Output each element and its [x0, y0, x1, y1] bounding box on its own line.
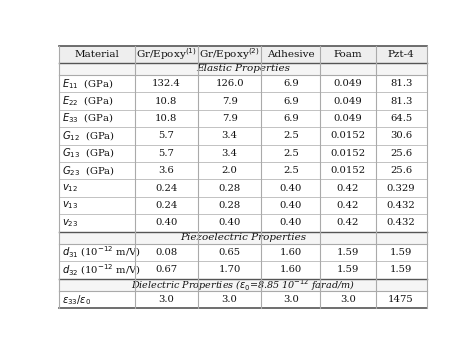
Text: $d_{32}$ (10$^{-12}$ m/V): $d_{32}$ (10$^{-12}$ m/V) [62, 262, 141, 278]
Text: 3.0: 3.0 [222, 295, 237, 304]
Text: 1.59: 1.59 [337, 248, 359, 257]
Text: 81.3: 81.3 [390, 97, 412, 106]
Text: Pzt-4: Pzt-4 [388, 50, 414, 59]
Text: 30.6: 30.6 [390, 131, 412, 140]
Bar [59, 279, 427, 291]
Text: 126.0: 126.0 [215, 79, 244, 88]
Bar [59, 244, 427, 261]
Bar [59, 92, 427, 110]
Text: $v_{12}$: $v_{12}$ [62, 182, 78, 194]
Text: 1.59: 1.59 [337, 265, 359, 274]
Text: 1.70: 1.70 [219, 265, 241, 274]
Text: $d_{31}$ (10$^{-12}$ m/V): $d_{31}$ (10$^{-12}$ m/V) [62, 245, 141, 260]
Bar [59, 261, 427, 279]
Text: 6.9: 6.9 [283, 97, 299, 106]
Text: 3.6: 3.6 [158, 166, 174, 175]
Text: 0.049: 0.049 [334, 79, 363, 88]
Text: 0.08: 0.08 [155, 248, 178, 257]
Text: 7.9: 7.9 [222, 97, 237, 106]
Text: 1475: 1475 [388, 295, 414, 304]
Text: 0.24: 0.24 [155, 201, 178, 210]
Bar [59, 145, 427, 162]
Text: 10.8: 10.8 [155, 114, 178, 123]
Text: 25.6: 25.6 [390, 166, 412, 175]
Text: 5.7: 5.7 [158, 131, 174, 140]
Text: 0.049: 0.049 [334, 114, 363, 123]
Text: 2.0: 2.0 [222, 166, 237, 175]
Text: 1.60: 1.60 [280, 265, 302, 274]
Text: $E_{11}$  (GPa): $E_{11}$ (GPa) [62, 77, 113, 91]
Text: 0.329: 0.329 [387, 184, 415, 193]
Bar [59, 63, 427, 75]
Text: $G_{12}$  (GPa): $G_{12}$ (GPa) [62, 129, 115, 143]
Text: 0.42: 0.42 [337, 218, 359, 227]
Text: 64.5: 64.5 [390, 114, 412, 123]
Text: 0.0152: 0.0152 [330, 131, 365, 140]
Text: 0.0152: 0.0152 [330, 166, 365, 175]
Text: Foam: Foam [334, 50, 362, 59]
Text: $E_{33}$  (GPa): $E_{33}$ (GPa) [62, 112, 113, 125]
Text: 2.5: 2.5 [283, 166, 299, 175]
Text: 10.8: 10.8 [155, 97, 178, 106]
Text: 0.42: 0.42 [337, 184, 359, 193]
Bar [59, 127, 427, 145]
Bar [59, 214, 427, 232]
Text: $G_{13}$  (GPa): $G_{13}$ (GPa) [62, 146, 115, 160]
Text: 132.4: 132.4 [152, 79, 181, 88]
Text: 0.28: 0.28 [219, 201, 241, 210]
Text: 0.049: 0.049 [334, 97, 363, 106]
Bar [59, 197, 427, 214]
Text: 3.0: 3.0 [158, 295, 174, 304]
Text: Gr/Epoxy$^{(1)}$: Gr/Epoxy$^{(1)}$ [136, 47, 197, 62]
Bar [59, 75, 427, 92]
Text: 0.42: 0.42 [337, 201, 359, 210]
Text: Material: Material [74, 50, 119, 59]
Text: 0.40: 0.40 [280, 201, 302, 210]
Text: 3.0: 3.0 [283, 295, 299, 304]
Text: 5.7: 5.7 [158, 149, 174, 158]
Bar [59, 110, 427, 127]
Bar [59, 46, 427, 63]
Text: 3.4: 3.4 [222, 131, 237, 140]
Text: 6.9: 6.9 [283, 79, 299, 88]
Text: 6.9: 6.9 [283, 114, 299, 123]
Text: 0.0152: 0.0152 [330, 149, 365, 158]
Bar [59, 162, 427, 179]
Text: 0.28: 0.28 [219, 184, 241, 193]
Text: 2.5: 2.5 [283, 131, 299, 140]
Text: 0.67: 0.67 [155, 265, 177, 274]
Text: Dielectric Properties ($\varepsilon_0$=8.85 10$^{-12}$ farad/m): Dielectric Properties ($\varepsilon_0$=8… [131, 277, 355, 293]
Bar [59, 232, 427, 244]
Text: 0.432: 0.432 [387, 201, 416, 210]
Text: 0.432: 0.432 [387, 218, 416, 227]
Bar [59, 291, 427, 308]
Text: 1.59: 1.59 [390, 265, 412, 274]
Text: Gr/Epoxy$^{(2)}$: Gr/Epoxy$^{(2)}$ [200, 47, 260, 62]
Text: 1.59: 1.59 [390, 248, 412, 257]
Text: $E_{22}$  (GPa): $E_{22}$ (GPa) [62, 94, 113, 108]
Text: 0.65: 0.65 [219, 248, 241, 257]
Bar [59, 179, 427, 197]
Text: 0.40: 0.40 [280, 218, 302, 227]
Text: 1.60: 1.60 [280, 248, 302, 257]
Text: 2.5: 2.5 [283, 149, 299, 158]
Text: Elastic Properties: Elastic Properties [196, 65, 290, 73]
Text: 7.9: 7.9 [222, 114, 237, 123]
Text: 0.40: 0.40 [280, 184, 302, 193]
Text: $G_{23}$  (GPa): $G_{23}$ (GPa) [62, 164, 115, 178]
Text: 81.3: 81.3 [390, 79, 412, 88]
Text: 3.4: 3.4 [222, 149, 237, 158]
Text: $\varepsilon_{33}/\varepsilon_0$: $\varepsilon_{33}/\varepsilon_0$ [62, 293, 91, 306]
Text: 25.6: 25.6 [390, 149, 412, 158]
Text: $v_{13}$: $v_{13}$ [62, 200, 78, 211]
Text: 3.0: 3.0 [340, 295, 356, 304]
Text: 0.40: 0.40 [219, 218, 241, 227]
Text: $v_{23}$: $v_{23}$ [62, 217, 78, 229]
Text: Adhesive: Adhesive [267, 50, 315, 59]
Text: 0.40: 0.40 [155, 218, 178, 227]
Text: Piezoelectric Properties: Piezoelectric Properties [180, 233, 306, 242]
Text: 0.24: 0.24 [155, 184, 178, 193]
